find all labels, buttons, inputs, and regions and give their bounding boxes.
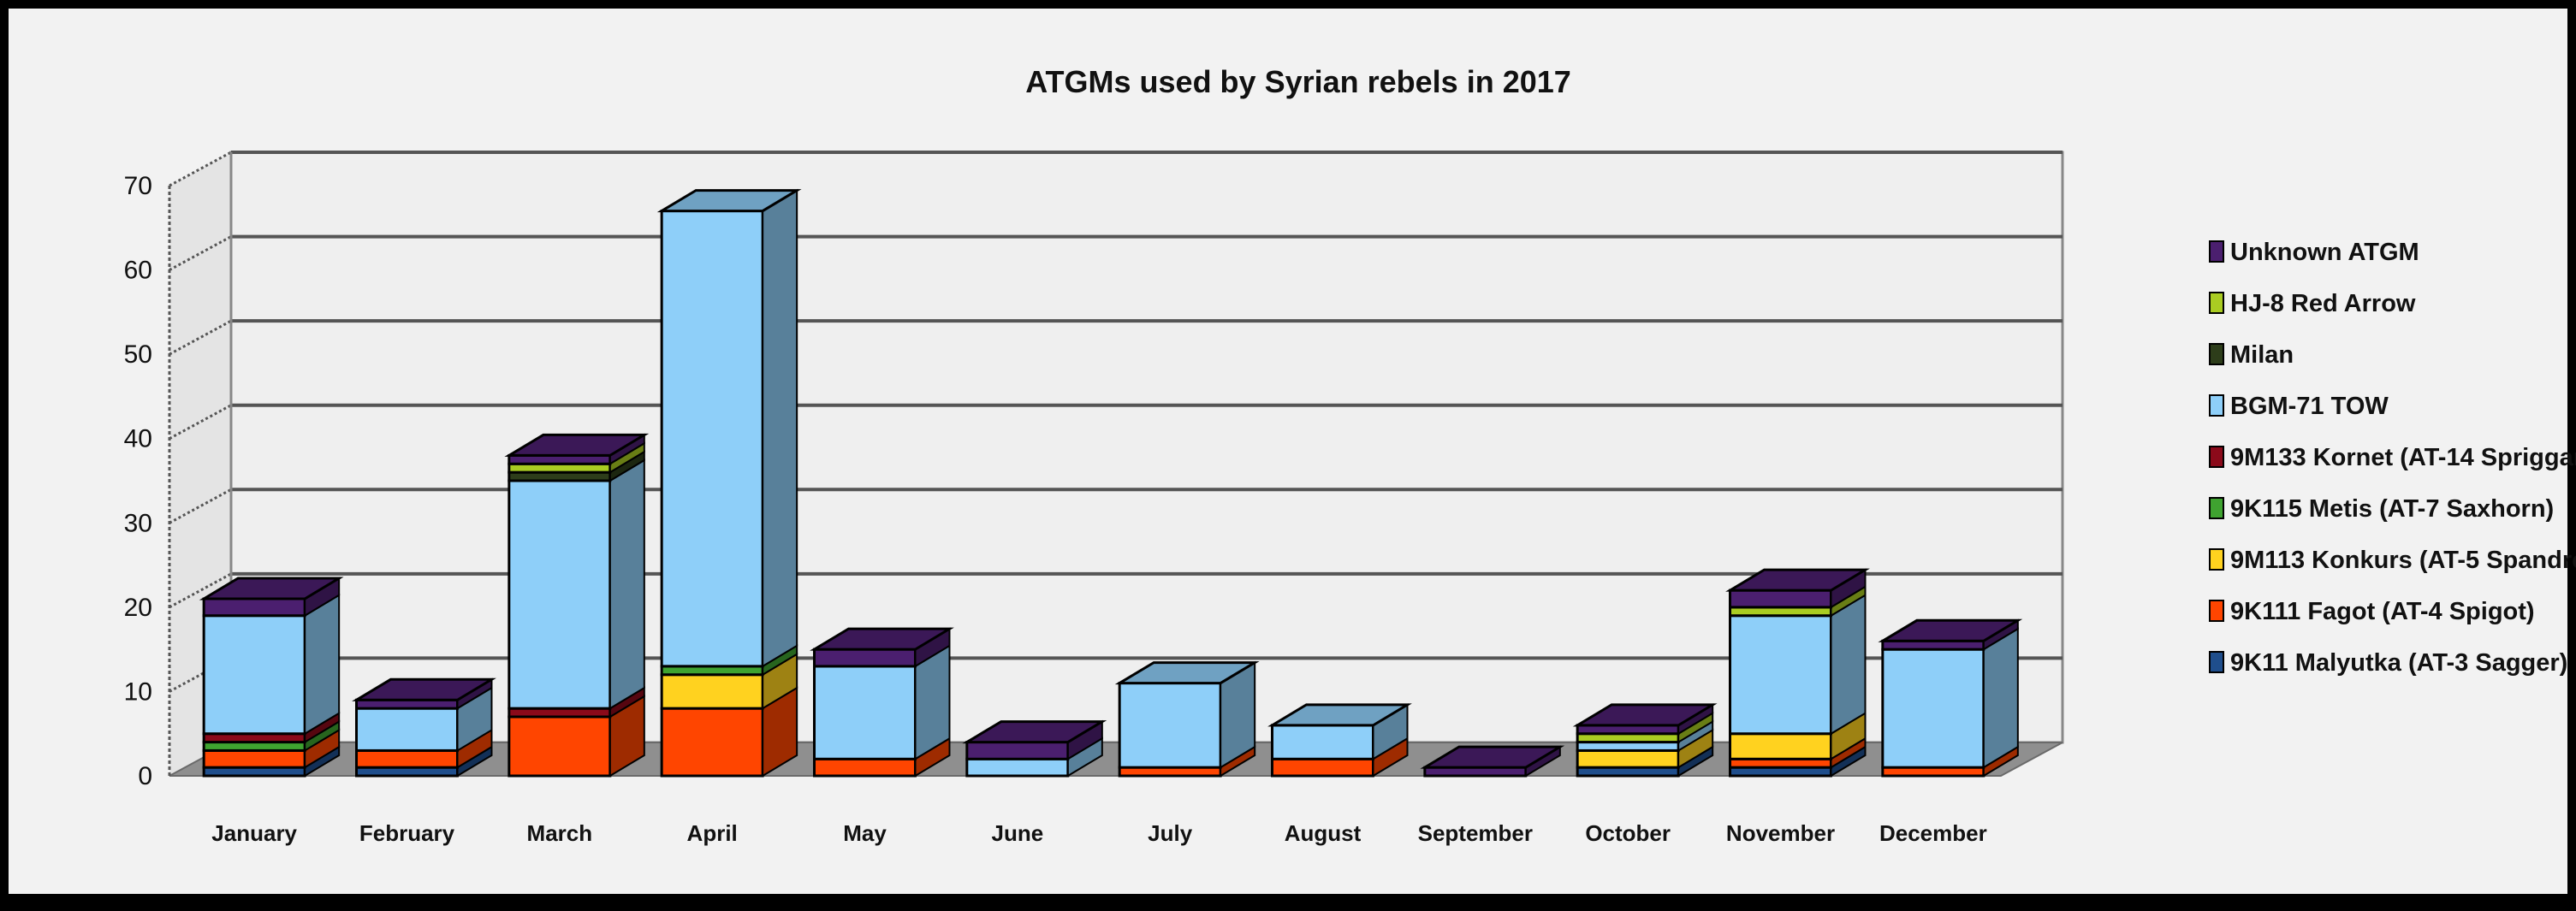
x-tick-label: June (991, 820, 1043, 846)
bar-segment (1729, 614, 1832, 736)
bar-top (199, 577, 344, 600)
bar-segment (1271, 724, 1374, 760)
x-tick-label: October (1585, 820, 1671, 846)
bar-segment (355, 707, 459, 752)
x-tick-label: March (527, 820, 593, 846)
bar-top (1572, 703, 1718, 727)
gridline-diagonal (169, 235, 232, 271)
gridline-diagonal (169, 319, 232, 356)
bar-segment (507, 715, 612, 778)
legend-swatch (2209, 600, 2224, 622)
y-tick-label: 70 (124, 172, 152, 200)
bar-segment-side (608, 458, 645, 710)
y-tick-label: 40 (124, 425, 152, 453)
bar-segment-side (1830, 593, 1867, 736)
legend-swatch (2209, 394, 2224, 417)
legend-swatch (2209, 446, 2224, 468)
bar-top (1114, 661, 1260, 685)
y-tick-label: 60 (124, 257, 152, 285)
legend-label: HJ-8 Red Arrow (2230, 290, 2416, 317)
x-axis-ticks: January February March April May June July Augu… (211, 820, 1986, 846)
bar-segment (355, 748, 459, 769)
legend-label: 9M113 Konkurs (AT-5 Spandrel) (2230, 547, 2576, 574)
chart-legend: Unknown ATGM HJ-8 Red Arrow Milan BGM-71 TO… (2209, 239, 2576, 677)
bar-top (1267, 703, 1412, 727)
y-tick-label: 20 (124, 594, 152, 622)
legend-swatch (2209, 497, 2224, 519)
x-tick-label: April (687, 820, 738, 846)
bar-top (656, 189, 802, 213)
bar-segment-side (762, 188, 798, 668)
bar-top (810, 627, 954, 651)
bar-segment (202, 597, 306, 618)
legend-swatch (2209, 343, 2224, 365)
legend-swatch (2209, 651, 2224, 673)
legend-label: 9K111 Fagot (AT-4 Spigot) (2230, 598, 2535, 625)
bar-segment (1729, 589, 1832, 609)
x-tick-label: December (1879, 820, 1987, 846)
bar-segment (507, 479, 612, 710)
legend-label: Unknown ATGM (2230, 239, 2419, 266)
bar-segment (813, 757, 917, 778)
gridline-diagonal (169, 404, 232, 441)
bar-segment (813, 648, 917, 668)
bar-top (1878, 618, 2023, 642)
y-tick-label: 0 (138, 762, 152, 790)
legend-label: BGM-71 TOW (2230, 393, 2389, 420)
gridline-diagonal (169, 488, 232, 524)
y-axis-ticks: 0 10 20 30 40 50 60 70 (124, 172, 152, 790)
bar-segment (1271, 757, 1374, 778)
x-tick-label: January (211, 820, 297, 846)
x-tick-label: August (1285, 820, 1362, 846)
bar-segment (965, 757, 1070, 778)
x-tick-label: September (1418, 820, 1533, 846)
chart-title: ATGMs used by Syrian rebels in 2017 (1025, 64, 1571, 99)
y-tick-label: 50 (124, 340, 152, 369)
x-tick-label: July (1148, 820, 1193, 846)
bar-top (1725, 568, 1870, 592)
bar-segment (202, 614, 306, 736)
bar-segment (1729, 732, 1832, 760)
bar-segment (660, 707, 764, 778)
y-tick-label: 30 (124, 509, 152, 537)
bar-top (504, 433, 650, 457)
legend-label: 9K11 Malyutka (AT-3 Sagger) (2230, 649, 2567, 677)
bar-segment (965, 741, 1070, 760)
bar-segment (660, 210, 764, 668)
gridline-diagonal (169, 151, 232, 187)
legend-label: 9K115 Metis (AT-7 Saxhorn) (2230, 495, 2554, 523)
legend-swatch (2209, 548, 2224, 571)
x-tick-label: February (359, 820, 455, 846)
gridline-diagonal (169, 572, 232, 609)
bar-segment (660, 673, 764, 710)
legend-label: Milan (2230, 341, 2294, 369)
bar-segment (202, 748, 306, 769)
x-tick-label: May (843, 820, 887, 846)
chart-canvas: ATGMs used by Syrian rebels in 2017 0 10 2… (124, 64, 2576, 846)
bar-segment (1118, 682, 1222, 769)
y-tick-label: 10 (124, 677, 152, 706)
bar-top (962, 720, 1107, 744)
chart-bars (199, 188, 2023, 778)
bar-segment (1881, 648, 1985, 769)
legend-swatch (2209, 292, 2224, 314)
bar-segment-side (304, 593, 341, 736)
legend-swatch (2209, 240, 2224, 263)
bar-segment (1576, 748, 1680, 769)
bar-segment (813, 665, 917, 760)
bar-segment-side (1982, 627, 2019, 769)
bar-top (352, 677, 496, 701)
bar-top (1420, 745, 1565, 769)
x-tick-label: November (1726, 820, 1835, 846)
legend-label: 9M133 Kornet (AT-14 Spriggan) (2230, 444, 2576, 471)
